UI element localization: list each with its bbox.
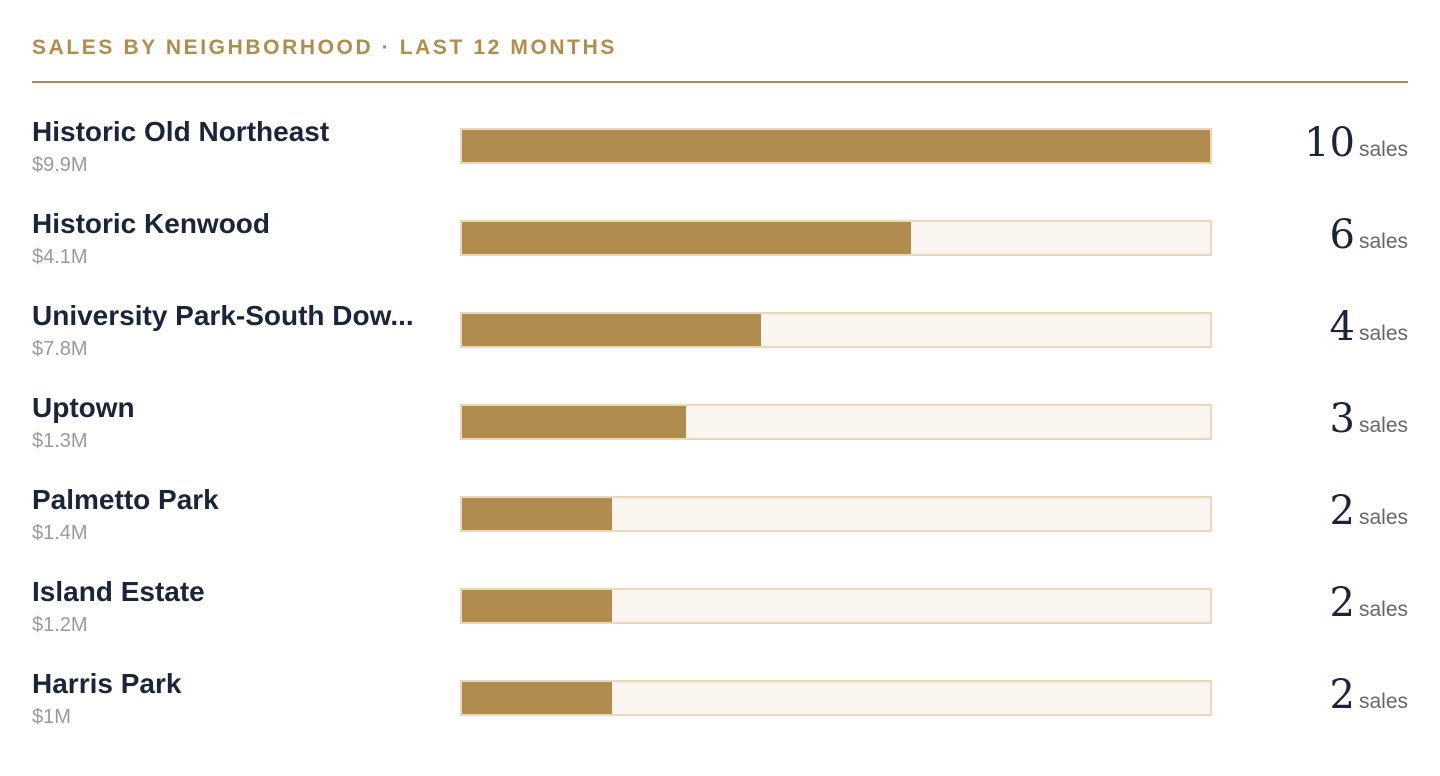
neighborhood-name: Palmetto Park bbox=[32, 484, 219, 515]
sales-count-number: 2 bbox=[1329, 488, 1355, 534]
neighborhood-name: University Park-South Dow... bbox=[32, 300, 414, 331]
sales-count: 10 sales bbox=[1304, 120, 1408, 166]
sales-count-number: 4 bbox=[1329, 304, 1355, 350]
bar-track bbox=[460, 312, 1212, 348]
sales-count-unit: sales bbox=[1358, 598, 1408, 621]
bar-fill bbox=[462, 682, 612, 714]
sales-count: 2 sales bbox=[1330, 580, 1408, 626]
sales-volume: $7.8M bbox=[32, 338, 88, 360]
neighborhood-name: Harris Park bbox=[32, 668, 182, 699]
neighborhood-row: Island Estate $1.2M 2 sales bbox=[32, 572, 1408, 664]
sales-count: 2 sales bbox=[1330, 488, 1408, 534]
sales-count: 2 sales bbox=[1330, 672, 1408, 718]
bar-track bbox=[460, 220, 1212, 256]
sales-count-unit: sales bbox=[1358, 506, 1408, 529]
neighborhood-row: Palmetto Park $1.4M 2 sales bbox=[32, 480, 1408, 572]
neighborhood-name: Historic Old Northeast bbox=[32, 116, 330, 147]
sales-volume: $1.2M bbox=[32, 614, 88, 636]
title-divider bbox=[32, 81, 1408, 83]
bar-track bbox=[460, 128, 1212, 164]
sales-count: 3 sales bbox=[1330, 396, 1408, 442]
bar-fill bbox=[462, 498, 612, 530]
bar-fill bbox=[462, 314, 762, 346]
sales-count-unit: sales bbox=[1358, 322, 1408, 345]
neighborhood-row: University Park-South Dow... $7.8M 4 sales bbox=[32, 296, 1408, 388]
sales-volume: $1.3M bbox=[32, 430, 88, 452]
neighborhood-row: Historic Kenwood $4.1M 6 sales bbox=[32, 204, 1408, 296]
sales-count-number: 2 bbox=[1329, 672, 1355, 718]
bar-track bbox=[460, 680, 1212, 716]
sales-count-number: 10 bbox=[1304, 120, 1355, 166]
sales-count-unit: sales bbox=[1358, 414, 1408, 437]
bar-fill bbox=[462, 406, 687, 438]
sales-volume: $1.4M bbox=[32, 522, 88, 544]
sales-count-unit: sales bbox=[1358, 690, 1408, 713]
bar-track bbox=[460, 588, 1212, 624]
sales-count-number: 2 bbox=[1329, 580, 1355, 626]
bar-fill bbox=[462, 222, 911, 254]
sales-volume: $4.1M bbox=[32, 246, 88, 268]
sales-count-number: 6 bbox=[1329, 212, 1355, 258]
neighborhood-row: Harris Park $1M 2 sales bbox=[32, 664, 1408, 756]
sales-count: 6 sales bbox=[1330, 212, 1408, 258]
neighborhood-row: Uptown $1.3M 3 sales bbox=[32, 388, 1408, 480]
neighborhood-name: Island Estate bbox=[32, 576, 205, 607]
neighborhood-name: Historic Kenwood bbox=[32, 208, 271, 239]
sales-count-unit: sales bbox=[1358, 230, 1408, 253]
neighborhood-name: Uptown bbox=[32, 392, 135, 423]
sales-count: 4 sales bbox=[1330, 304, 1408, 350]
sales-count-number: 3 bbox=[1329, 396, 1355, 442]
bar-track bbox=[460, 496, 1212, 532]
chart-title: SALES BY NEIGHBORHOOD · LAST 12 MONTHS bbox=[32, 36, 617, 59]
bar-track bbox=[460, 404, 1212, 440]
sales-volume: $1M bbox=[32, 706, 71, 728]
sales-volume: $9.9M bbox=[32, 154, 88, 176]
neighborhood-row: Historic Old Northeast $9.9M 10 sales bbox=[32, 112, 1408, 204]
sales-count-unit: sales bbox=[1358, 138, 1408, 161]
bar-fill bbox=[462, 590, 612, 622]
bar-fill bbox=[462, 130, 1210, 162]
